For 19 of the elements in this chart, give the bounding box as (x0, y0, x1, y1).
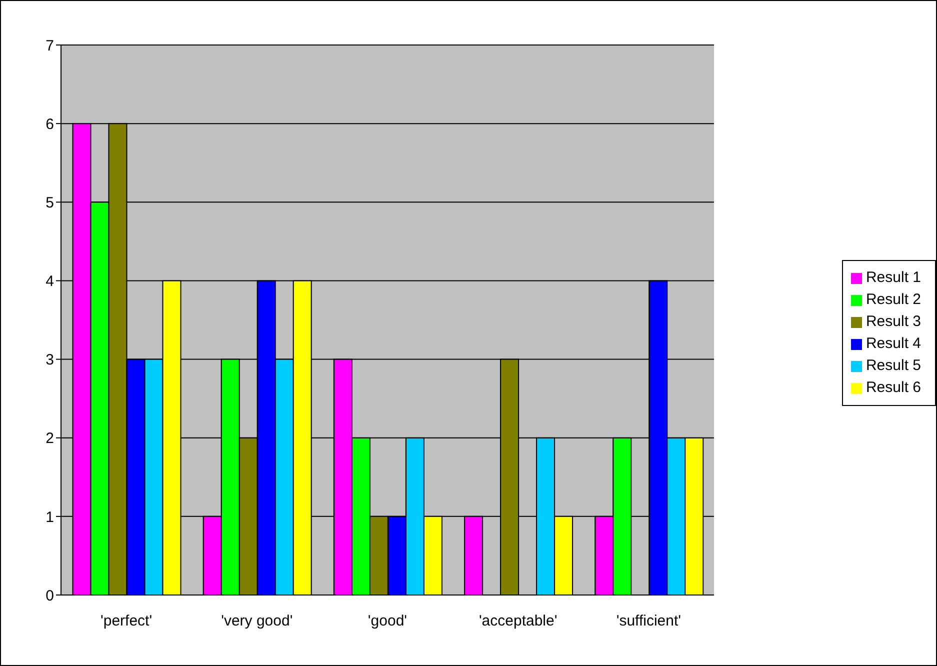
y-tick-label: 5 (46, 194, 54, 212)
y-tick-label: 3 (46, 352, 54, 369)
legend-label: Result 2 (866, 291, 921, 308)
y-tick-label: 7 (46, 37, 54, 54)
x-tick-label: 'good' (368, 612, 408, 630)
y-tick-label: 1 (46, 508, 54, 526)
legend-label: Result 4 (866, 335, 921, 352)
y-tick-label: 0 (46, 587, 54, 604)
legend-label: Result 6 (866, 379, 921, 396)
x-tick-label: 'sufficient' (616, 612, 682, 630)
legend-label: Result 1 (866, 269, 921, 286)
x-tick-label: 'acceptable' (478, 612, 558, 630)
legend-label: Result 3 (866, 313, 921, 330)
y-tick-label: 4 (46, 273, 54, 290)
x-tick-label: 'very good' (221, 612, 293, 630)
legend-label: Result 5 (866, 357, 921, 374)
y-tick-label: 6 (46, 116, 54, 133)
x-tick-label: 'perfect' (100, 612, 152, 630)
y-tick-label: 2 (46, 430, 54, 448)
